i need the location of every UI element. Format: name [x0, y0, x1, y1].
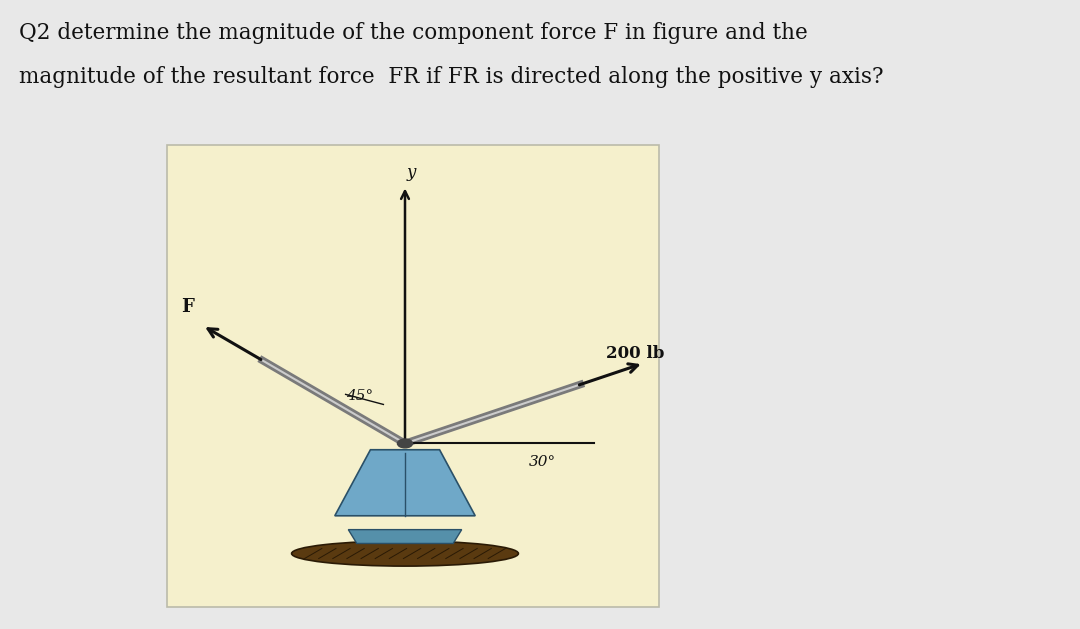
- Text: 200 lb: 200 lb: [606, 345, 664, 362]
- Text: Q2 determine the magnitude of the component force F in figure and the: Q2 determine the magnitude of the compon…: [19, 22, 808, 44]
- Circle shape: [397, 439, 413, 448]
- Text: F: F: [181, 298, 194, 316]
- Ellipse shape: [292, 541, 518, 566]
- Bar: [167, 145, 659, 607]
- Text: 30°: 30°: [529, 455, 556, 469]
- Text: y: y: [407, 164, 416, 181]
- Polygon shape: [335, 450, 475, 516]
- Text: 45°: 45°: [346, 389, 374, 403]
- Text: magnitude of the resultant force  FR if FR is directed along the positive y axis: magnitude of the resultant force FR if F…: [19, 66, 883, 88]
- Polygon shape: [348, 530, 462, 543]
